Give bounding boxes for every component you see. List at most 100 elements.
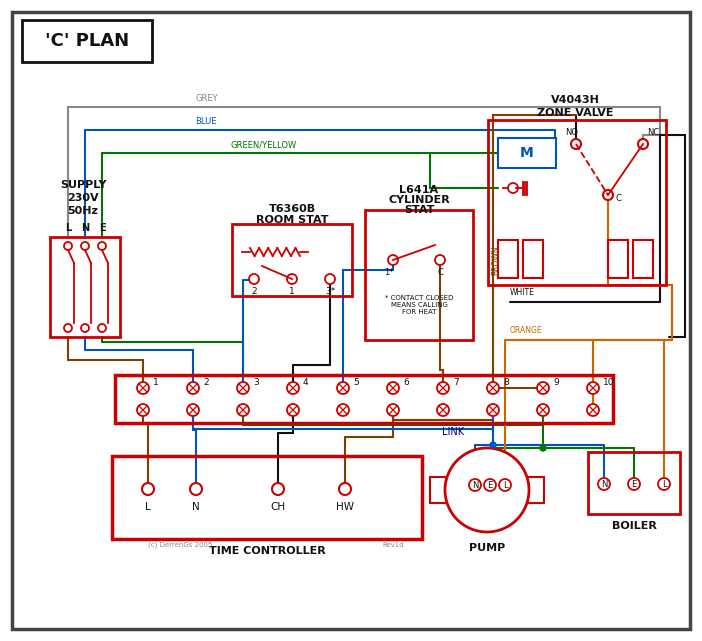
Circle shape <box>325 274 335 284</box>
Text: CYLINDER: CYLINDER <box>388 195 450 205</box>
Circle shape <box>81 242 89 250</box>
Text: 4: 4 <box>303 378 309 387</box>
Circle shape <box>598 478 610 490</box>
Text: HW: HW <box>336 502 354 512</box>
Circle shape <box>64 324 72 332</box>
Circle shape <box>387 382 399 394</box>
Circle shape <box>190 483 202 495</box>
Text: 2: 2 <box>251 287 257 296</box>
Circle shape <box>499 479 511 491</box>
Circle shape <box>64 242 72 250</box>
Text: 9: 9 <box>553 378 559 387</box>
Circle shape <box>287 274 297 284</box>
Circle shape <box>437 404 449 416</box>
Text: 'C' PLAN: 'C' PLAN <box>45 32 129 50</box>
Text: 230V: 230V <box>67 193 99 203</box>
Circle shape <box>603 190 613 200</box>
Circle shape <box>628 478 640 490</box>
Circle shape <box>490 442 496 448</box>
Circle shape <box>339 483 351 495</box>
Circle shape <box>249 274 259 284</box>
Circle shape <box>537 382 549 394</box>
Text: SUPPLY: SUPPLY <box>60 180 106 190</box>
Text: * CONTACT CLOSED
MEANS CALLING
FOR HEAT: * CONTACT CLOSED MEANS CALLING FOR HEAT <box>385 295 453 315</box>
Text: BROWN: BROWN <box>491 246 501 275</box>
Text: E: E <box>487 481 493 490</box>
Circle shape <box>137 404 149 416</box>
Circle shape <box>537 404 549 416</box>
Text: 3: 3 <box>253 378 259 387</box>
Text: 3*: 3* <box>325 287 335 296</box>
Circle shape <box>337 404 349 416</box>
Circle shape <box>137 382 149 394</box>
Circle shape <box>484 479 496 491</box>
Circle shape <box>237 404 249 416</box>
Text: E: E <box>631 479 637 488</box>
Text: Rev1d: Rev1d <box>382 542 404 548</box>
Circle shape <box>272 483 284 495</box>
Circle shape <box>540 445 546 451</box>
Circle shape <box>445 448 529 532</box>
Circle shape <box>571 139 581 149</box>
Text: L: L <box>662 479 666 488</box>
Text: BOILER: BOILER <box>611 521 656 531</box>
Text: L: L <box>145 502 151 512</box>
Text: N: N <box>81 223 89 233</box>
Text: L: L <box>65 223 71 233</box>
Circle shape <box>187 382 199 394</box>
Text: PUMP: PUMP <box>469 543 505 553</box>
Circle shape <box>437 382 449 394</box>
Circle shape <box>187 404 199 416</box>
Text: LINK: LINK <box>442 427 464 437</box>
Text: L: L <box>503 481 508 490</box>
Text: 6: 6 <box>403 378 409 387</box>
Circle shape <box>487 404 499 416</box>
Circle shape <box>287 382 299 394</box>
Text: GREY: GREY <box>195 94 218 103</box>
Circle shape <box>98 242 106 250</box>
Text: STAT: STAT <box>404 205 435 215</box>
Text: N: N <box>601 479 607 488</box>
Text: 50Hz: 50Hz <box>67 206 98 216</box>
Text: N: N <box>192 502 200 512</box>
Circle shape <box>587 382 599 394</box>
Circle shape <box>337 382 349 394</box>
Circle shape <box>387 404 399 416</box>
Circle shape <box>658 478 670 490</box>
Circle shape <box>508 183 518 193</box>
Text: ZONE VALVE: ZONE VALVE <box>537 108 614 118</box>
Text: 1*: 1* <box>384 267 394 276</box>
Text: L641A: L641A <box>399 185 439 195</box>
Text: C: C <box>616 194 622 203</box>
Text: WHITE: WHITE <box>510 288 535 297</box>
Text: (c) DerrenGs 2005: (c) DerrenGs 2005 <box>148 542 213 548</box>
Text: 5: 5 <box>353 378 359 387</box>
Text: NC: NC <box>647 128 659 137</box>
Text: M: M <box>520 146 534 160</box>
Circle shape <box>587 404 599 416</box>
Circle shape <box>388 255 398 265</box>
Text: ROOM STAT: ROOM STAT <box>256 215 329 225</box>
Text: BLUE: BLUE <box>195 117 216 126</box>
Text: 7: 7 <box>453 378 458 387</box>
Text: C: C <box>437 267 443 276</box>
Text: E: E <box>99 223 105 233</box>
Circle shape <box>81 324 89 332</box>
Circle shape <box>638 139 648 149</box>
Text: CH: CH <box>270 502 286 512</box>
Text: 1: 1 <box>153 378 159 387</box>
Circle shape <box>487 382 499 394</box>
FancyBboxPatch shape <box>498 138 556 168</box>
Text: 8: 8 <box>503 378 509 387</box>
Text: ORANGE: ORANGE <box>510 326 543 335</box>
Circle shape <box>435 255 445 265</box>
Text: T6360B: T6360B <box>268 204 316 214</box>
Text: TIME CONTROLLER: TIME CONTROLLER <box>208 546 325 556</box>
Text: 10: 10 <box>603 378 614 387</box>
Text: N: N <box>472 481 478 490</box>
Text: GREEN/YELLOW: GREEN/YELLOW <box>230 140 296 149</box>
Circle shape <box>142 483 154 495</box>
Text: 1: 1 <box>289 287 295 296</box>
Circle shape <box>98 324 106 332</box>
Text: 2: 2 <box>203 378 208 387</box>
